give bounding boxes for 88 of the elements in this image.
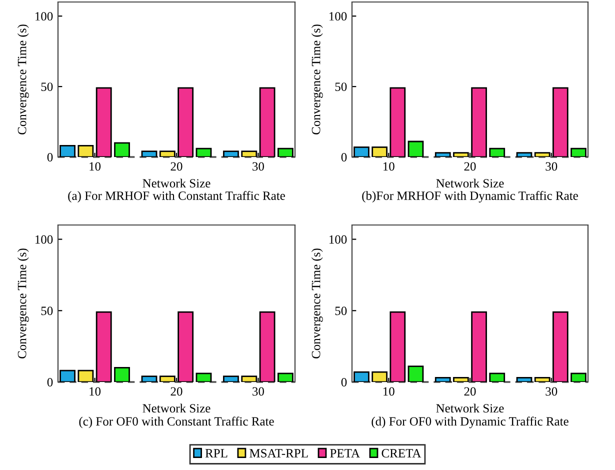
bar (354, 146, 370, 157)
text: (a) For MRHOF with Constant Traffic Rate (68, 191, 285, 202)
x-axis-title: Network Size (436, 404, 504, 413)
bar (159, 376, 176, 382)
bar (408, 366, 424, 382)
bar (434, 152, 451, 157)
bar (453, 377, 469, 382)
bar (259, 311, 276, 382)
bar (114, 142, 130, 157)
x-axis-title: Network Size (142, 404, 210, 413)
x-tick-label: 10 (383, 387, 394, 396)
bar (114, 367, 130, 382)
x-tick-label: 30 (546, 387, 558, 396)
bar (96, 87, 112, 157)
text: (b)For MRHOF with Dynamic Traffic Rate (362, 191, 578, 203)
text: (c) For OF0 with Constant Traffic Rate (79, 416, 274, 428)
x-axis-title: Network Size (142, 178, 210, 188)
x-tick-label: 20 (464, 387, 476, 396)
bar (390, 311, 406, 382)
bar (570, 372, 586, 382)
bar (354, 371, 370, 382)
bar (372, 146, 388, 157)
x-tick-label: 30 (252, 162, 264, 171)
text: (d) For OF0 with Dynamic Traffic Rate (372, 416, 568, 428)
y-tick-label: 0 (47, 378, 53, 386)
bar (516, 152, 532, 157)
bar (372, 371, 388, 382)
y-tick-label: 0 (47, 153, 53, 162)
legend-label: MSAT-RPL (250, 449, 308, 458)
bar (489, 148, 506, 157)
bar (534, 377, 550, 382)
y-tick-label: 100 (329, 235, 347, 244)
legend-label: RPL (205, 449, 228, 458)
bar (552, 87, 568, 157)
x-tick-label: 20 (464, 162, 476, 171)
bar (178, 87, 194, 157)
y-axis-title: Convergence Time (s) (311, 248, 323, 358)
legend-label: CRETA (382, 449, 422, 458)
bar (159, 150, 176, 157)
x-tick-label: 10 (90, 162, 101, 171)
bar (223, 150, 239, 157)
x-tick-label: 10 (383, 162, 394, 171)
bar (259, 87, 276, 157)
bar (178, 311, 194, 382)
bar (196, 372, 212, 382)
y-tick-label: 100 (35, 12, 53, 21)
bar (471, 87, 487, 157)
bar (552, 311, 568, 382)
x-tick-label: 20 (170, 387, 182, 396)
bar (223, 376, 239, 382)
y-tick-label: 0 (341, 153, 347, 162)
bar (516, 377, 532, 382)
x-tick-label: 30 (252, 387, 264, 396)
x-tick-label: 10 (90, 387, 101, 396)
bar (78, 370, 94, 382)
y-tick-label: 50 (335, 82, 347, 92)
x-tick-label: 20 (170, 162, 182, 171)
bar (241, 150, 258, 157)
bar (534, 152, 550, 157)
bar (453, 152, 469, 157)
y-axis-title: Convergence Time (s) (17, 24, 29, 134)
y-tick-label: 0 (341, 378, 347, 386)
x-axis-title: Network Size (436, 178, 504, 188)
y-axis-title: Convergence Time (s) (17, 248, 29, 358)
bar (570, 148, 586, 157)
y-tick-label: 100 (35, 235, 53, 244)
bar (96, 311, 112, 382)
y-tick-label: 50 (335, 306, 347, 316)
bar (471, 311, 487, 382)
y-tick-label: 100 (329, 12, 347, 21)
x-tick-label: 30 (546, 162, 558, 171)
y-axis-title: Convergence Time (s) (311, 24, 323, 134)
bar (141, 150, 158, 157)
bar (489, 372, 506, 382)
y-tick-label: 50 (41, 306, 53, 316)
legend-label: PETA (330, 449, 360, 458)
bar (390, 87, 406, 157)
bar (141, 376, 158, 382)
bar (196, 148, 212, 157)
bar (278, 148, 294, 157)
bar (241, 376, 258, 382)
bar (60, 145, 76, 157)
bar (408, 140, 424, 157)
bar (434, 377, 451, 382)
bar (278, 372, 294, 382)
bar (60, 370, 76, 382)
y-tick-label: 50 (41, 82, 53, 92)
bar (78, 145, 94, 157)
